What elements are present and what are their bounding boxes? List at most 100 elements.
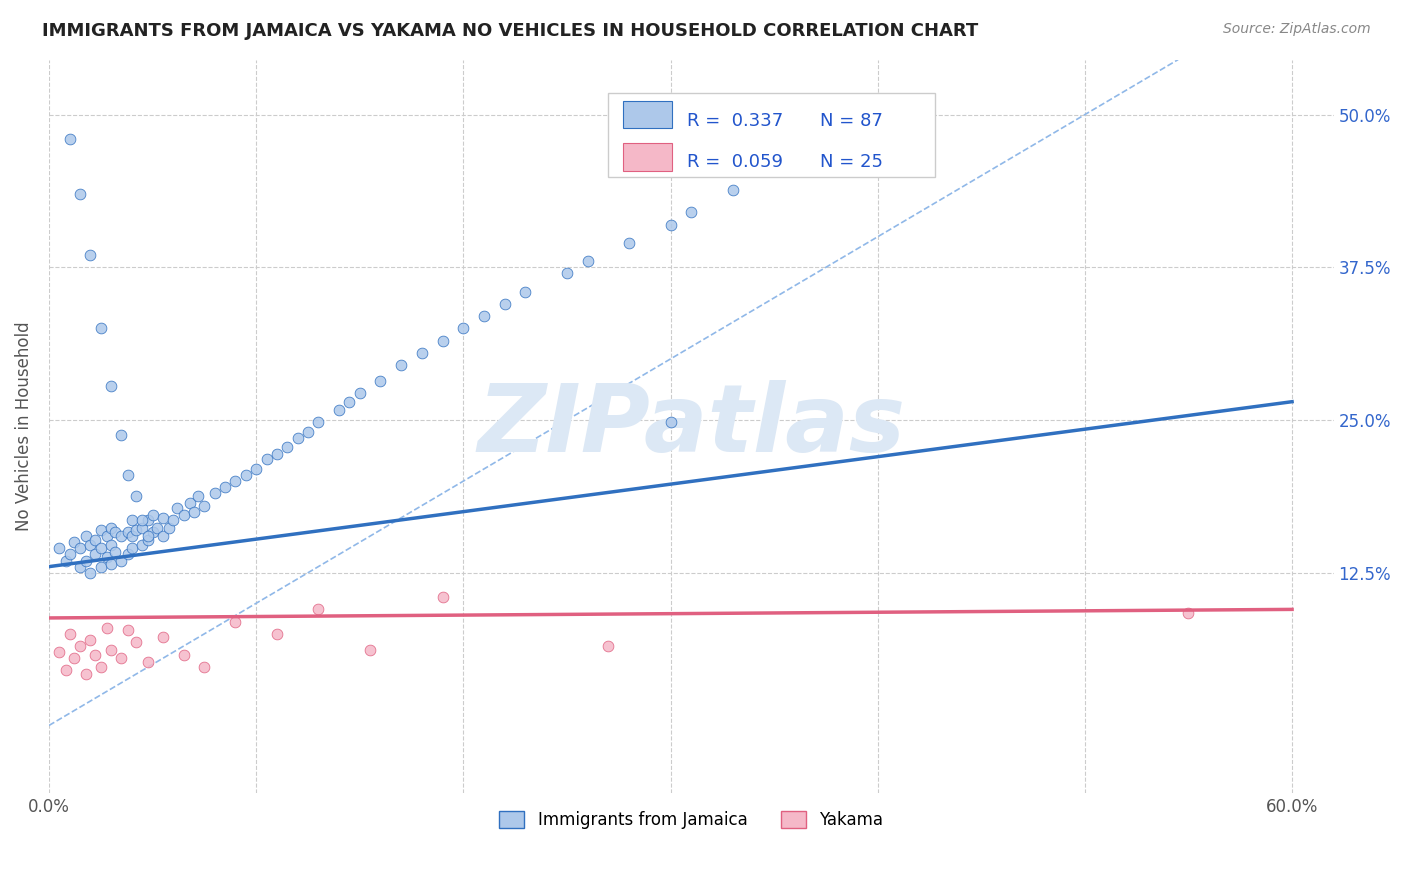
Point bbox=[75, 667, 97, 681]
Point bbox=[90, 541, 112, 556]
Point bbox=[55, 553, 77, 567]
Point bbox=[187, 489, 209, 503]
Point bbox=[83, 548, 105, 562]
Point bbox=[125, 635, 148, 649]
Point bbox=[359, 642, 381, 657]
Point bbox=[763, 162, 786, 177]
Point bbox=[117, 548, 139, 562]
Point bbox=[659, 416, 682, 430]
Point bbox=[307, 602, 329, 616]
Point bbox=[69, 186, 91, 201]
Point bbox=[337, 394, 360, 409]
Point bbox=[224, 474, 246, 488]
Point bbox=[183, 505, 205, 519]
Point bbox=[179, 496, 201, 510]
Point bbox=[117, 525, 139, 540]
Point bbox=[79, 538, 101, 552]
Point bbox=[276, 440, 298, 454]
Point bbox=[256, 452, 278, 467]
Y-axis label: No Vehicles in Household: No Vehicles in Household bbox=[15, 321, 32, 531]
Point bbox=[110, 529, 132, 543]
Point bbox=[432, 334, 454, 348]
Point bbox=[328, 403, 350, 417]
Point bbox=[138, 533, 160, 547]
Point bbox=[152, 510, 174, 524]
Point bbox=[432, 590, 454, 604]
Point bbox=[69, 559, 91, 574]
Point bbox=[245, 462, 267, 476]
Point bbox=[617, 235, 640, 250]
Text: IMMIGRANTS FROM JAMAICA VS YAKAMA NO VEHICLES IN HOUSEHOLD CORRELATION CHART: IMMIGRANTS FROM JAMAICA VS YAKAMA NO VEH… bbox=[42, 22, 979, 40]
Point bbox=[152, 631, 174, 645]
Point bbox=[266, 627, 288, 641]
Point bbox=[100, 538, 122, 552]
Point bbox=[224, 615, 246, 629]
Point bbox=[193, 660, 215, 674]
Point bbox=[131, 513, 153, 527]
Point bbox=[142, 508, 165, 523]
FancyBboxPatch shape bbox=[623, 101, 672, 128]
Point bbox=[193, 499, 215, 513]
Point bbox=[110, 427, 132, 442]
Point bbox=[472, 309, 495, 323]
Point bbox=[75, 553, 97, 567]
Text: R =  0.337: R = 0.337 bbox=[688, 112, 783, 130]
Point bbox=[48, 645, 70, 659]
Point bbox=[63, 651, 86, 665]
Point bbox=[59, 548, 82, 562]
Legend: Immigrants from Jamaica, Yakama: Immigrants from Jamaica, Yakama bbox=[492, 804, 890, 836]
Point bbox=[121, 529, 143, 543]
Text: R =  0.059: R = 0.059 bbox=[688, 153, 783, 171]
Point bbox=[297, 425, 319, 440]
Point bbox=[59, 132, 82, 146]
Point bbox=[598, 639, 620, 653]
Point bbox=[59, 627, 82, 641]
Text: Source: ZipAtlas.com: Source: ZipAtlas.com bbox=[1223, 22, 1371, 37]
Point bbox=[555, 267, 578, 281]
Point bbox=[90, 559, 112, 574]
Text: N = 25: N = 25 bbox=[820, 153, 883, 171]
Point bbox=[96, 621, 118, 635]
Point bbox=[100, 557, 122, 571]
Point bbox=[55, 664, 77, 678]
Point bbox=[117, 623, 139, 637]
Point bbox=[79, 566, 101, 580]
Point bbox=[1177, 606, 1199, 620]
Point bbox=[110, 553, 132, 567]
FancyBboxPatch shape bbox=[607, 93, 935, 177]
Point bbox=[142, 525, 165, 540]
Point bbox=[69, 639, 91, 653]
Point bbox=[494, 297, 516, 311]
Point bbox=[69, 541, 91, 556]
Point bbox=[287, 431, 309, 445]
Point bbox=[214, 480, 236, 494]
Point bbox=[515, 285, 537, 299]
Point bbox=[152, 529, 174, 543]
Point bbox=[349, 386, 371, 401]
Point bbox=[576, 254, 599, 268]
Point bbox=[138, 513, 160, 527]
Point bbox=[411, 346, 433, 360]
Point bbox=[162, 513, 184, 527]
Point bbox=[721, 183, 744, 197]
Point bbox=[121, 541, 143, 556]
Text: ZIPatlas: ZIPatlas bbox=[477, 380, 905, 472]
Point bbox=[131, 520, 153, 534]
Point bbox=[104, 545, 127, 559]
Point bbox=[117, 468, 139, 483]
Point bbox=[96, 529, 118, 543]
Point bbox=[79, 248, 101, 262]
Point bbox=[659, 218, 682, 232]
Point bbox=[157, 520, 180, 534]
Point bbox=[90, 660, 112, 674]
Point bbox=[681, 205, 703, 219]
Point bbox=[138, 529, 160, 543]
Point bbox=[131, 538, 153, 552]
Point bbox=[96, 549, 118, 564]
Point bbox=[104, 525, 127, 540]
Point bbox=[121, 513, 143, 527]
Point bbox=[90, 523, 112, 537]
Point bbox=[100, 642, 122, 657]
Point bbox=[125, 523, 148, 537]
Point bbox=[173, 508, 195, 523]
